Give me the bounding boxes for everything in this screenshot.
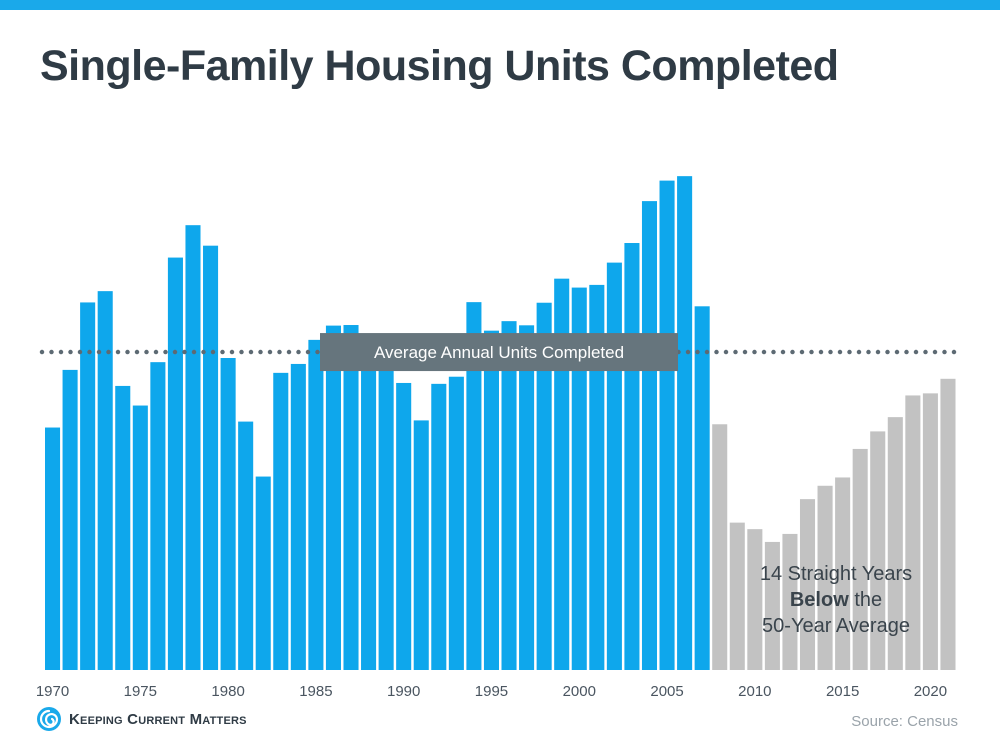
x-tick-1975: 1975 xyxy=(124,683,157,700)
annotation-group: 14 Straight Years Below the 50-Year Averag… xyxy=(760,563,912,637)
bar-2012 xyxy=(782,533,798,670)
bar-1995 xyxy=(483,330,499,670)
bar-2007 xyxy=(694,306,710,670)
average-label-box xyxy=(320,333,678,372)
bar-2015 xyxy=(835,477,851,670)
x-tick-2015: 2015 xyxy=(826,683,859,700)
top-accent-bar xyxy=(0,0,1000,10)
bar-2008 xyxy=(712,424,728,670)
bar-1977 xyxy=(167,257,183,670)
x-tick-2010: 2010 xyxy=(738,683,771,700)
bar-1978 xyxy=(185,225,201,670)
bar-1973 xyxy=(97,291,113,670)
source-note: Source: Census xyxy=(851,713,958,730)
logo-text: Keeping Current Matters xyxy=(69,710,247,728)
annotation-line-3: 50-Year Average xyxy=(762,615,910,637)
bar-1993 xyxy=(448,376,464,670)
bar-1990 xyxy=(396,382,412,670)
bar-1981 xyxy=(238,421,254,670)
bar-1982 xyxy=(255,476,271,670)
bar-2010 xyxy=(747,529,763,670)
x-tick-1980: 1980 xyxy=(211,683,244,700)
bar-2014 xyxy=(817,485,833,670)
annotation-line-1: 14 Straight Years xyxy=(760,563,912,585)
bar-1998 xyxy=(536,302,552,670)
bar-1988 xyxy=(361,342,377,670)
bar-1987 xyxy=(343,325,359,670)
bar-2006 xyxy=(677,176,693,670)
bar-2013 xyxy=(799,499,816,670)
page-title: Single-Family Housing Units Completed xyxy=(40,42,839,90)
bar-1974 xyxy=(115,385,131,670)
bar-2000 xyxy=(571,287,587,670)
x-tick-1970: 1970 xyxy=(36,683,69,700)
bar-1986 xyxy=(325,325,341,670)
annotation-line-2: Below the xyxy=(790,589,882,611)
bar-1992 xyxy=(431,383,447,670)
bar-1975 xyxy=(132,405,148,670)
bar-2002 xyxy=(606,262,622,670)
bar-1984 xyxy=(290,363,306,670)
x-tick-1990: 1990 xyxy=(387,683,420,700)
bar-2003 xyxy=(624,243,640,670)
bar-1971 xyxy=(62,369,78,670)
kcm-swirl-icon xyxy=(37,707,61,731)
x-tick-2000: 2000 xyxy=(563,683,596,700)
bar-1999 xyxy=(554,278,570,670)
x-axis-ticks: 1970 1975 1980 1985 1990 1995 2000 2005 2010 2015… xyxy=(36,683,947,700)
bars-group xyxy=(45,176,956,671)
x-tick-1995: 1995 xyxy=(475,683,508,700)
bar-2011 xyxy=(764,541,780,670)
kcm-logo: Keeping Current Matters xyxy=(36,706,247,732)
x-tick-2020: 2020 xyxy=(914,683,947,700)
bar-2016 xyxy=(852,448,868,670)
bar-1991 xyxy=(413,420,429,670)
x-tick-2005: 2005 xyxy=(650,683,683,700)
bar-1983 xyxy=(273,372,289,670)
x-tick-1985: 1985 xyxy=(299,683,332,700)
bar-1980 xyxy=(220,358,236,670)
bar-1979 xyxy=(203,245,219,670)
bar-1994 xyxy=(466,302,482,670)
bar-2009 xyxy=(729,522,745,670)
bar-1970 xyxy=(45,427,61,670)
bar-1985 xyxy=(308,339,324,670)
bar-2019 xyxy=(905,395,921,670)
bar-2004 xyxy=(641,201,658,671)
bar-2005 xyxy=(659,180,675,671)
average-label: Average Annual Units Completed xyxy=(374,343,624,362)
bar-1972 xyxy=(80,302,96,670)
bar-1997 xyxy=(519,325,535,670)
bar-2018 xyxy=(887,417,903,670)
bar-1996 xyxy=(501,321,517,670)
bar-2017 xyxy=(870,431,886,670)
bar-2021 xyxy=(940,378,956,670)
average-line-group: Average Annual Units Completed xyxy=(39,333,963,372)
bar-1976 xyxy=(150,362,166,670)
bar-2001 xyxy=(589,284,605,670)
bar-1989 xyxy=(378,364,394,670)
bar-2020 xyxy=(922,393,938,670)
